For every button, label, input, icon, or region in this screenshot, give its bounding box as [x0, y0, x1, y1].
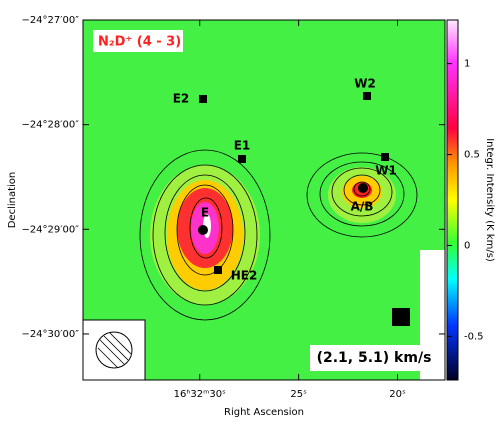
y-tick-label: −24°29′00″ [21, 224, 79, 235]
subtitle: (2.1, 5.1) km/s [317, 350, 432, 366]
source-marker [214, 266, 222, 274]
colorbar-title: Integr. Intensity (K km/s) [484, 138, 495, 262]
x-tick-label: 25ˢ [290, 389, 307, 400]
y-tick-label: −24°27′00″ [21, 15, 79, 26]
source-label: HE2 [231, 269, 258, 283]
y-axis-title: Declination [7, 172, 18, 229]
source-label: E2 [173, 92, 190, 106]
colorbar-tick-label: 0 [464, 240, 470, 251]
colorbar-tick-label: 1 [464, 59, 470, 70]
x-tick-label: 20ˢ [389, 389, 406, 400]
source-label: E1 [234, 139, 251, 153]
source-marker [358, 183, 368, 193]
source-label: W1 [375, 164, 397, 178]
source-marker [238, 155, 246, 163]
source-marker [199, 95, 207, 103]
colorbar-tick-label: 0.5 [464, 150, 480, 161]
title-box [93, 30, 183, 52]
plot-frame [82, 19, 446, 381]
source-label: E [201, 206, 209, 220]
source-marker [363, 92, 371, 100]
colorbar [446, 19, 459, 381]
source-marker [198, 225, 208, 235]
colorbar-tick-label: -0.5 [464, 331, 484, 342]
source-label: A/B [351, 200, 374, 214]
x-axis-title: Right Ascension [224, 407, 304, 418]
y-tick-label: −24°30′00″ [21, 329, 79, 340]
subtitle-box [310, 345, 438, 371]
map [83, 20, 445, 380]
title: N₂D⁺ (4 - 3) [98, 35, 181, 50]
source-marker [381, 153, 389, 161]
source-label: W2 [354, 77, 376, 91]
x-tick-label: 16ʰ32ᵐ30ˢ [174, 389, 226, 400]
y-tick-label: −24°28′00″ [21, 120, 79, 131]
